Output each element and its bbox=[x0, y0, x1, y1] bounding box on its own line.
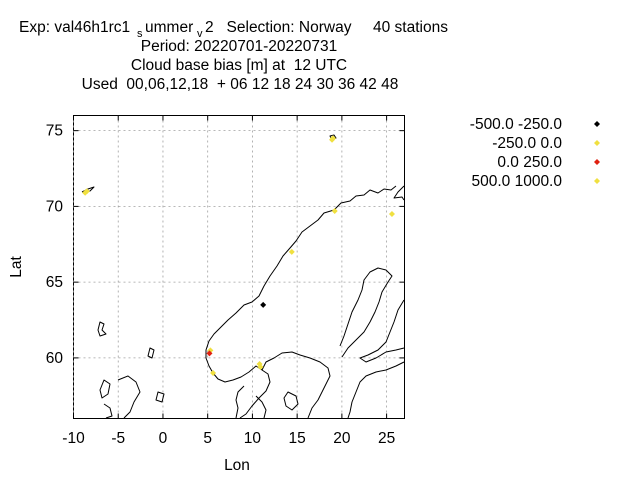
x-tick-label: 10 bbox=[244, 430, 262, 447]
axes: -10 -5 0 5 10 15 20 25 60 65 70 75 bbox=[46, 115, 405, 447]
title-summer: ummer bbox=[145, 19, 193, 36]
coastline-map bbox=[81, 134, 405, 419]
title-selection: 2 Selection: Norway 40 stations bbox=[205, 19, 448, 36]
title-sub-s: s bbox=[137, 28, 143, 40]
grid bbox=[73, 115, 405, 419]
x-axis-label: Lon bbox=[224, 457, 250, 474]
y-tick-label: 70 bbox=[46, 198, 64, 215]
data-point bbox=[288, 248, 295, 255]
data-point bbox=[206, 350, 213, 357]
legend: -500.0 -250.0 -250.0 0.0 0.0 250.0 500.0 10… bbox=[470, 116, 600, 190]
legend-label: -500.0 -250.0 bbox=[470, 116, 563, 133]
x-tick-label: -5 bbox=[111, 430, 125, 447]
legend-marker bbox=[594, 140, 600, 146]
data-point bbox=[260, 301, 267, 308]
x-tick-label: -10 bbox=[62, 430, 85, 447]
y-tick-label: 60 bbox=[46, 350, 64, 367]
y-tick-label: 65 bbox=[46, 274, 63, 291]
title-variable: Cloud base bias [m] at 12 UTC bbox=[131, 57, 347, 74]
data-point bbox=[331, 207, 338, 214]
legend-label: -250.0 0.0 bbox=[492, 135, 562, 152]
x-tick-label: 25 bbox=[378, 430, 395, 447]
title-used: Used 00,06,12,18 + 06 12 18 24 30 36 42 … bbox=[82, 76, 399, 93]
legend-label: 500.0 1000.0 bbox=[471, 173, 562, 190]
data-point bbox=[329, 136, 336, 143]
y-tick-label: 75 bbox=[46, 123, 63, 140]
data-point bbox=[82, 189, 89, 196]
title-exp: Exp: val46h1rc1 bbox=[19, 19, 130, 36]
title-period: Period: 20220701-20220731 bbox=[141, 38, 338, 55]
x-tick-label: 15 bbox=[289, 430, 306, 447]
data-point bbox=[210, 370, 217, 377]
legend-marker bbox=[594, 159, 600, 165]
x-tick-label: 20 bbox=[333, 430, 351, 447]
plot-area bbox=[73, 115, 405, 419]
legend-label: 0.0 250.0 bbox=[497, 154, 562, 171]
data-point bbox=[257, 363, 264, 370]
x-tick-label: 0 bbox=[159, 430, 168, 447]
legend-marker bbox=[594, 121, 600, 127]
x-tick-label: 5 bbox=[203, 430, 212, 447]
data-point bbox=[388, 210, 395, 217]
legend-marker bbox=[594, 178, 600, 184]
title-sub-v: v bbox=[197, 28, 203, 40]
data-points bbox=[82, 135, 395, 377]
y-axis-label: Lat bbox=[8, 256, 25, 278]
